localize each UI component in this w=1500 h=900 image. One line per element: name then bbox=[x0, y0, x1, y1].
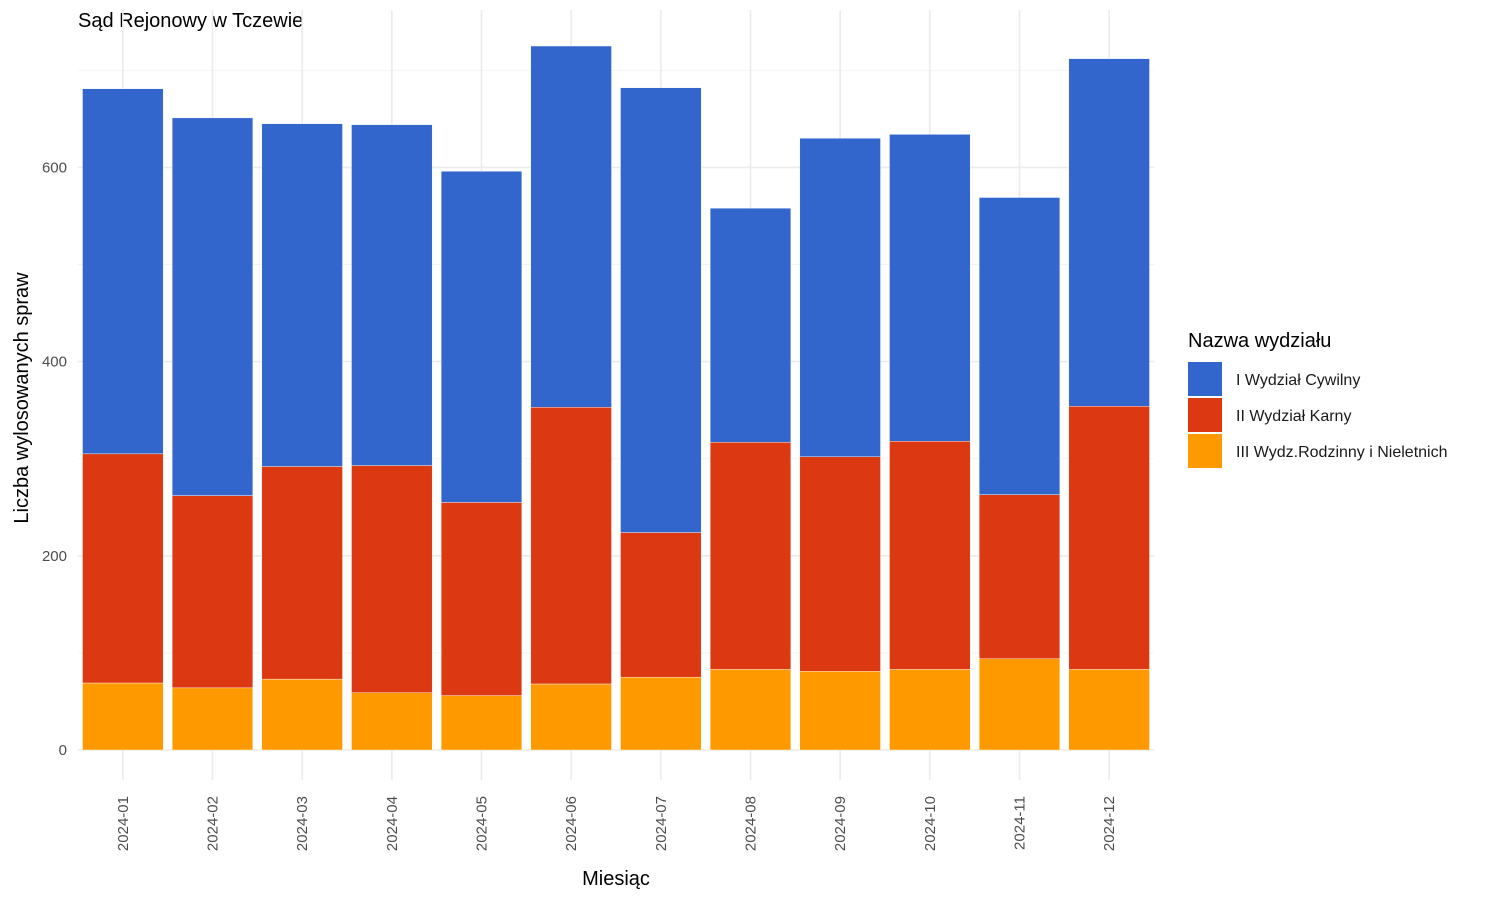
x-tick-label: 2024-01 bbox=[115, 796, 132, 851]
x-tick-label: 2024-04 bbox=[384, 796, 401, 851]
bar-segment bbox=[1068, 406, 1150, 670]
y-tick-label: 600 bbox=[42, 159, 67, 176]
bar-segment bbox=[889, 441, 971, 670]
bar-segment bbox=[978, 494, 1061, 659]
bar-segment bbox=[351, 124, 433, 466]
legend-swatch bbox=[1188, 434, 1222, 468]
bar-segment bbox=[1068, 669, 1150, 751]
legend: Nazwa wydziału I Wydział Cywilny II Wydzi… bbox=[1188, 330, 1448, 468]
bar-segment bbox=[1068, 58, 1150, 407]
bar-segment bbox=[709, 441, 792, 670]
bar-segment bbox=[351, 692, 433, 751]
legend-swatch bbox=[1188, 362, 1222, 396]
legend-label: II Wydział Karny bbox=[1236, 408, 1351, 425]
bar-segment bbox=[261, 466, 343, 680]
legend-title: Nazwa wydziału bbox=[1188, 330, 1331, 352]
bar-segment bbox=[530, 683, 612, 751]
x-tick-label: 2024-06 bbox=[563, 796, 580, 851]
bar-segment bbox=[171, 687, 254, 751]
bar-segment bbox=[889, 134, 971, 442]
bar-segment bbox=[620, 676, 702, 751]
y-tick-label: 0 bbox=[59, 742, 67, 759]
x-tick-label: 2024-08 bbox=[743, 796, 760, 851]
legend-items: I Wydział Cywilny II Wydział Karny III Wyd… bbox=[1188, 362, 1448, 468]
bar-segment bbox=[440, 171, 523, 503]
x-tick-label: 2024-12 bbox=[1101, 796, 1118, 851]
bar-segment bbox=[351, 465, 433, 693]
bar-segment bbox=[171, 495, 254, 689]
bar-segment bbox=[530, 45, 612, 408]
bar-segment bbox=[709, 207, 792, 443]
x-axis-title: Miesiąc bbox=[582, 868, 650, 890]
legend-label: I Wydział Cywilny bbox=[1236, 372, 1360, 389]
bar-segment bbox=[799, 671, 881, 751]
legend-label: III Wydz.Rodzinny i Nieletnich bbox=[1236, 444, 1448, 461]
bar-segment bbox=[620, 532, 702, 678]
bar-segment bbox=[799, 138, 881, 457]
legend-swatch bbox=[1188, 398, 1222, 432]
x-tick-label: 2024-09 bbox=[832, 796, 849, 851]
x-tick-label: 2024-03 bbox=[294, 796, 311, 851]
bar-segment bbox=[82, 88, 164, 455]
bar-segment bbox=[889, 669, 971, 751]
bar-segment bbox=[261, 123, 343, 467]
bar-segment bbox=[82, 453, 164, 684]
bars bbox=[82, 45, 1150, 751]
bar-segment bbox=[82, 682, 164, 751]
bar-segment bbox=[709, 669, 792, 751]
y-axis-tick-labels: 0 200 400 600 bbox=[42, 159, 67, 759]
x-tick-label: 2024-11 bbox=[1012, 796, 1029, 850]
bar-segment bbox=[799, 456, 881, 672]
bar-segment bbox=[620, 87, 702, 533]
chart-title: Sąd Rejonowy w Tczewie bbox=[78, 10, 303, 32]
x-tick-label: 2024-10 bbox=[922, 796, 939, 851]
bar-segment bbox=[440, 695, 523, 751]
y-tick-label: 400 bbox=[42, 354, 67, 371]
bar-segment bbox=[978, 197, 1061, 495]
y-tick-label: 200 bbox=[42, 548, 67, 565]
x-tick-label: 2024-02 bbox=[205, 796, 222, 851]
bar-segment bbox=[261, 678, 343, 751]
bar-segment bbox=[171, 117, 254, 496]
x-axis-tick-labels: 2024-01 2024-02 2024-03 2024-04 2024-05 2024-… bbox=[115, 796, 1118, 851]
bar-segment bbox=[978, 658, 1061, 751]
bar-segment bbox=[440, 502, 523, 696]
x-tick-label: 2024-05 bbox=[474, 796, 491, 851]
bar-segment bbox=[530, 407, 612, 685]
x-tick-label: 2024-07 bbox=[653, 796, 670, 851]
y-axis-title: Liczba wylosowanych spraw bbox=[11, 272, 33, 524]
